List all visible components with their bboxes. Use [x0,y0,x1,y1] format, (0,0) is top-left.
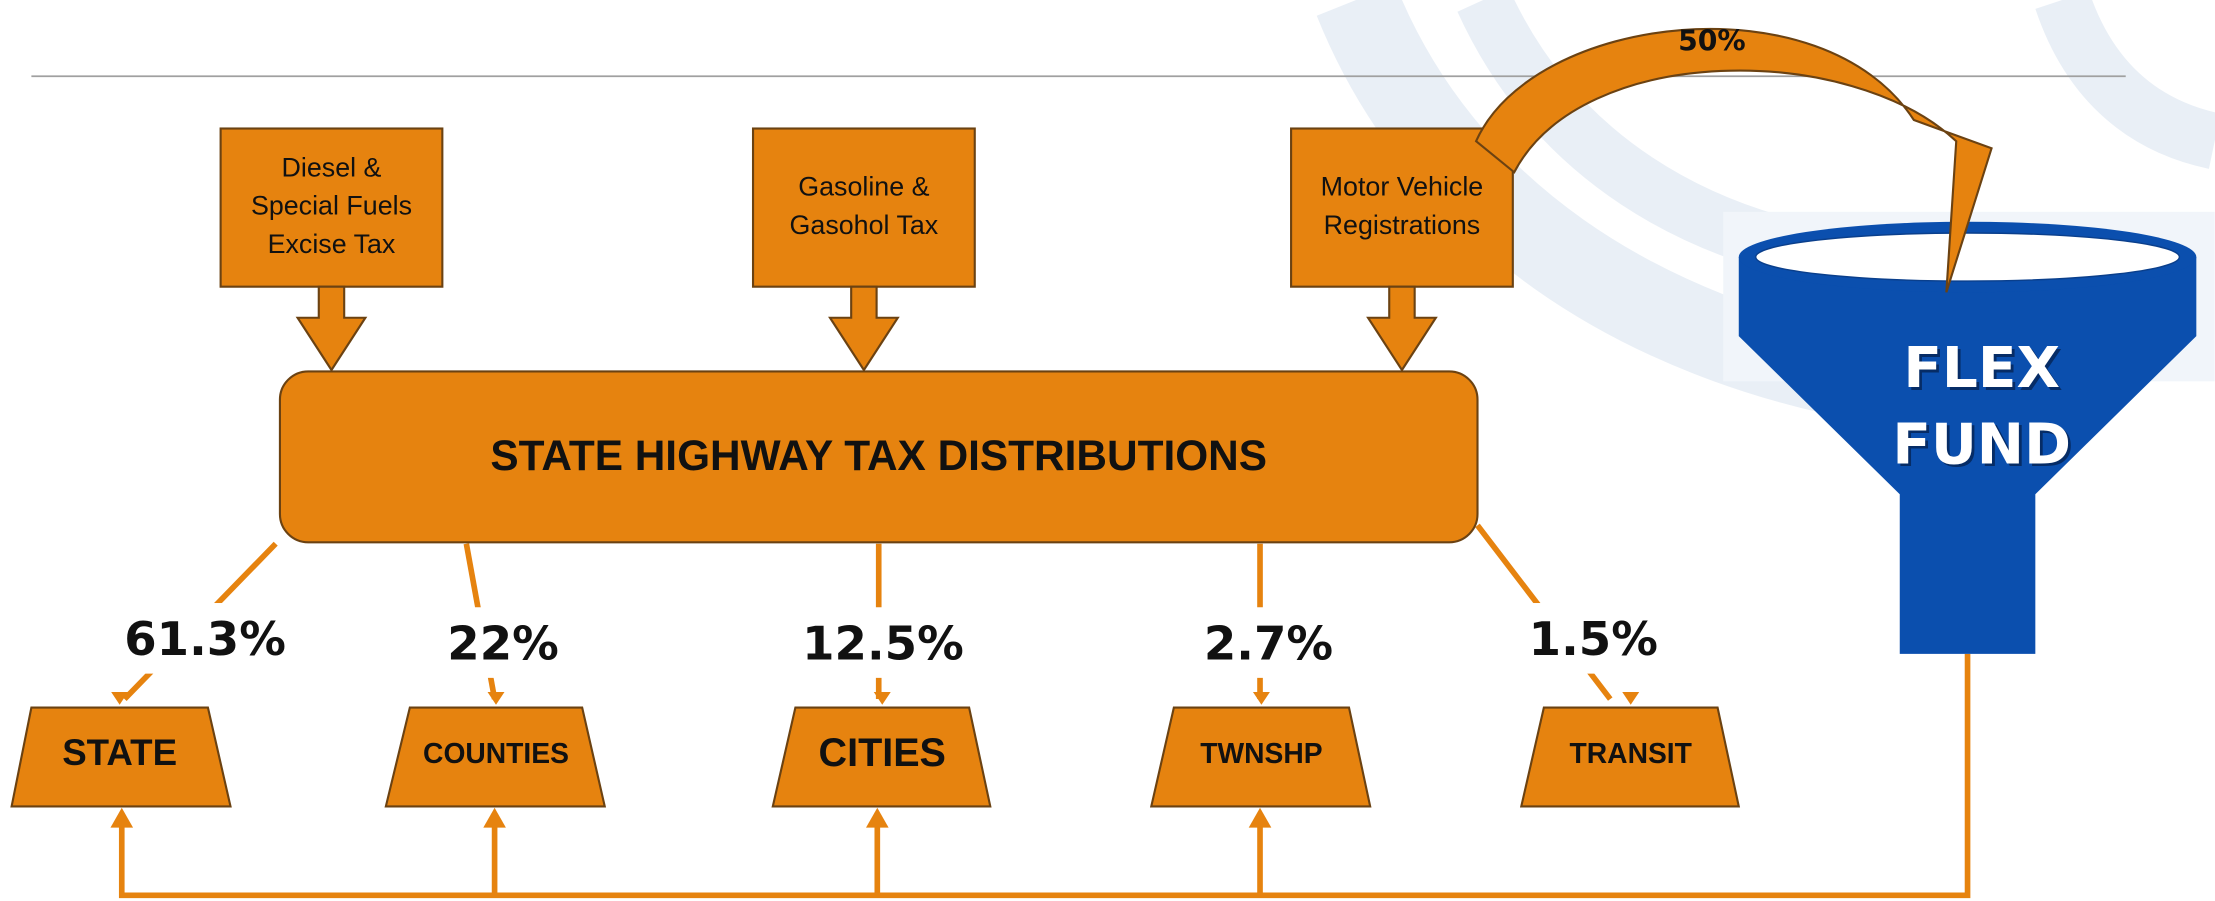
source-label: Diesel & [282,153,382,183]
destination-label: COUNTIES [423,737,569,769]
source-box [751,127,976,288]
arrow-tip [487,691,505,705]
destination-box [384,706,607,808]
share-label: 2.7% [1204,616,1333,670]
destination-box [10,706,232,808]
destination-label: CITIES [819,731,946,775]
flex-shadow: FLEX [1906,339,2063,404]
flex-share: 50% [1678,24,1746,57]
destination-box [1149,706,1372,808]
share-label: 1.5% [1529,612,1658,666]
share-backdrop [805,607,961,678]
destination-box [1519,706,1741,808]
source-label: Excise Tax [268,229,396,259]
flex-shadow: FUND [1895,415,2074,480]
center-box [278,370,1479,544]
down-arrow [828,285,900,372]
curved-arrow-band [1474,27,1993,293]
layout: Diesel & Special Fuels Excise Tax Gasoline … [10,24,2197,899]
destination-label: TWNSHP [1200,737,1322,769]
return-line [118,653,1971,899]
share-backdrop [1190,607,1347,678]
destination-label: STATE [62,732,177,773]
share-label: 22% [447,616,559,670]
flex-label: FUND [1892,412,2071,477]
down-arrow [1366,285,1438,372]
source-box [1290,127,1514,288]
share-label: 12.5% [802,616,964,670]
up-arrow [1248,807,1272,828]
center-label: STATE HIGHWAY TAX DISTRIBUTIONS [490,432,1267,479]
share-backdrop [1515,603,1671,674]
funnel-opening [1755,232,2181,282]
arrow-tip [111,691,129,705]
arrow-tip [1252,691,1270,705]
up-arrow [110,807,134,828]
source-label: Motor Vehicle [1321,172,1484,202]
destination-label: TRANSIT [1570,737,1692,769]
destination-box [771,706,992,808]
share-backdrop [127,603,283,674]
arrow-tip [1622,691,1640,705]
up-arrow [483,807,506,828]
down-arrow [295,285,368,372]
arrow-tip [873,691,891,705]
source-label: Registrations [1324,210,1481,240]
flex-label: FLEX [1903,336,2060,401]
share-backdrop [425,607,581,678]
share-label: 61.3% [124,612,286,666]
source-label: Special Fuels [251,191,412,221]
source-label: Gasoline & [798,172,929,202]
source-box [219,127,444,288]
up-arrow [866,807,889,828]
funnel-body [1738,257,2197,654]
source-label: Gasohol Tax [790,210,939,240]
